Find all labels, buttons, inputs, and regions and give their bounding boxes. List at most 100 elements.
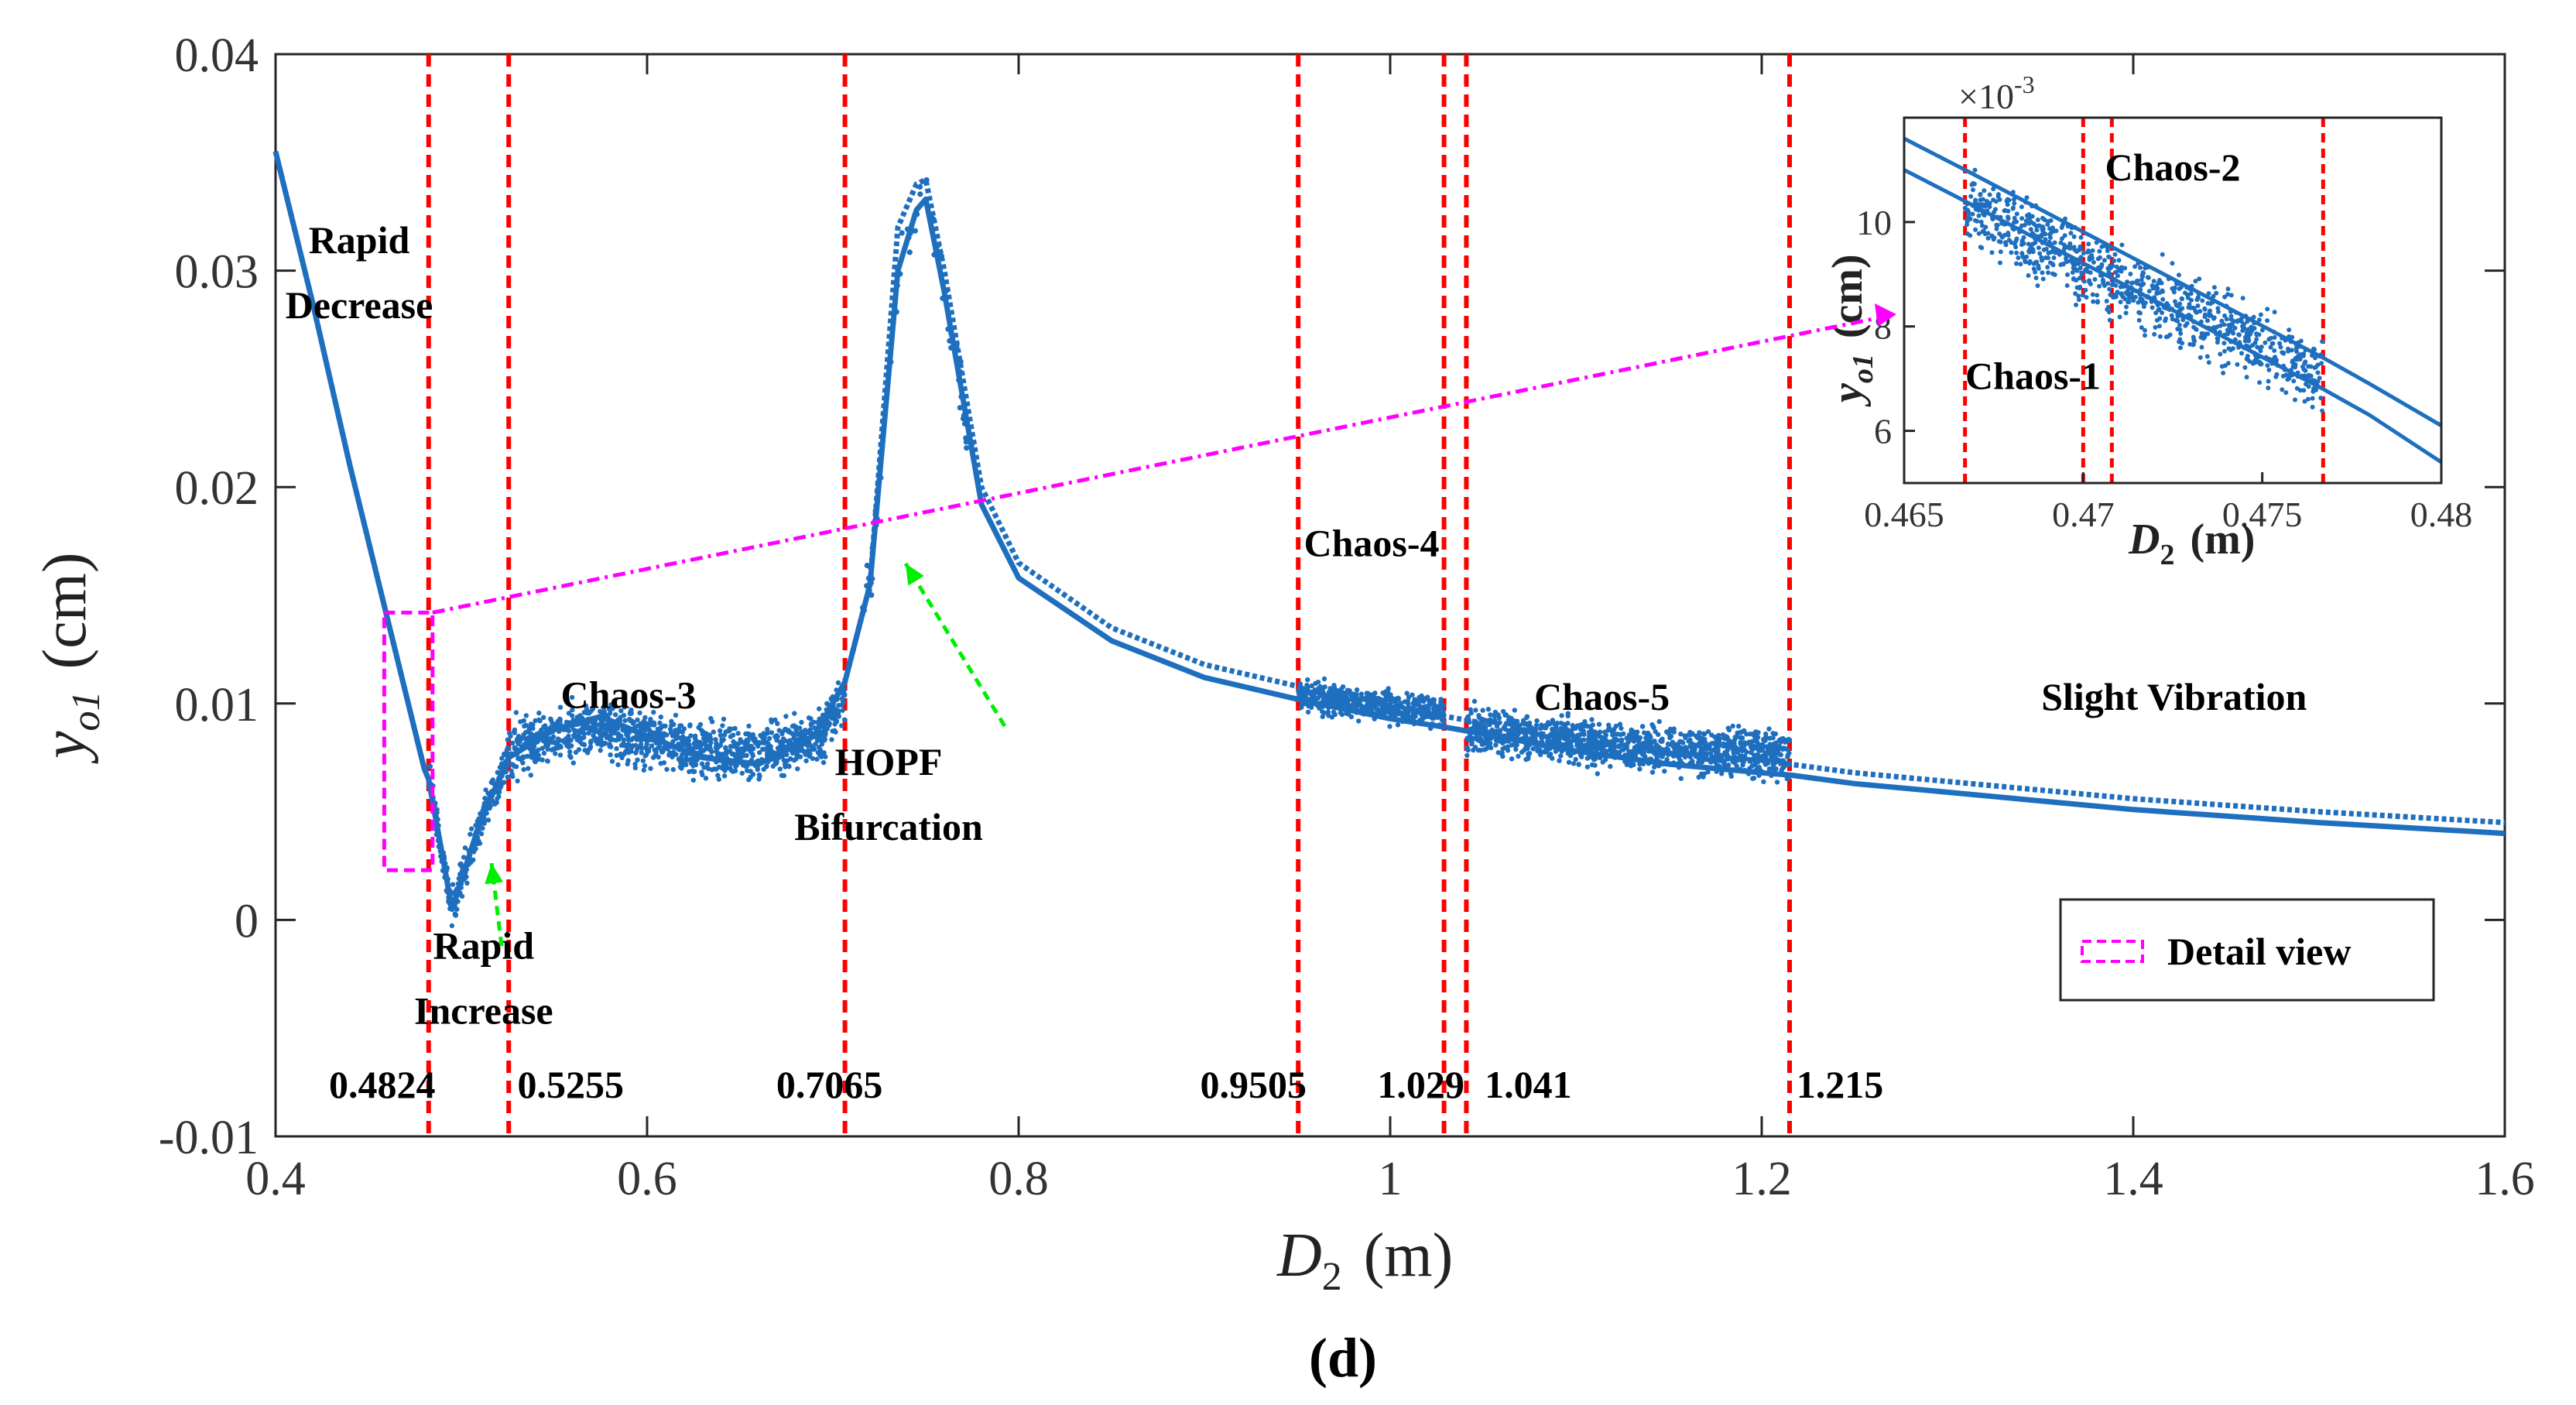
chaos-point [546,728,552,733]
inset-chaos-point [2311,386,2316,391]
inset-chaos-point [2180,306,2185,311]
chaos-point [1636,749,1642,755]
chaos-point [1761,737,1766,742]
chaos-point [615,717,621,723]
chaos-point [1678,732,1684,737]
hopf-point [894,283,900,289]
inset-chaos-point [2211,315,2217,320]
chaos-point [1615,738,1621,743]
inset-chaos-point [1968,233,1973,238]
chaos-point [1318,700,1324,705]
chaos-point [1780,758,1786,763]
hopf-point [906,235,912,241]
chaos-point [1776,757,1781,763]
inset-chaos-point [2122,266,2128,271]
chaos-point [668,730,674,735]
chaos-point [473,830,478,835]
inset-chaos-point [2021,235,2026,240]
chaos-point [1759,747,1766,753]
chaos-point [550,746,556,752]
chaos-point [1393,703,1399,708]
inset-chaos-point [2146,289,2152,294]
chaos-point [1771,762,1776,768]
chaos-point [791,723,796,728]
chaos-point [509,751,514,756]
chaos-point [608,728,614,734]
hopf-point [948,344,954,351]
chaos-point [1751,776,1757,781]
chaos-point [727,759,733,764]
chaos-point [775,721,780,726]
chaos-point [823,754,828,759]
chaos-point [759,756,765,762]
chaos-point [1339,711,1345,718]
chaos-point [513,710,519,715]
chaos-point [1317,705,1322,711]
inset-chaos-point [2305,396,2311,402]
chaos-point [755,762,760,767]
chaos-point [1691,743,1697,749]
chaos-point [1755,752,1761,757]
chaos-point [621,737,627,742]
chaos-point [707,746,714,752]
chaos-point [643,733,649,738]
chaos-point [540,745,545,751]
chaos-point [781,757,786,763]
chaos-point [536,710,542,716]
hopf-point [940,295,946,301]
chaos-point [632,765,638,771]
inset-chaos-point [2191,334,2196,340]
chaos-point [487,805,492,811]
chaos-point [608,702,614,708]
chaos-point [1308,704,1314,709]
inset-chaos-point [2150,283,2155,288]
inset-chaos-point [1978,219,1984,224]
inset-chaos-point [2019,204,2024,210]
inset-chaos-point [2285,377,2290,382]
chaos-point [660,749,666,754]
inset-chaos-point [2215,340,2220,345]
chaos-point [622,718,628,724]
chaos-point [642,763,648,769]
chaos-point [835,708,841,714]
chaos-point [1606,722,1612,728]
chaos-point [1728,773,1734,779]
chaos-point [1299,704,1304,710]
chaos-point [1666,749,1672,755]
inset-chaos-point [2083,287,2088,293]
chaos-point [1538,752,1543,758]
inset-chaos-point [1979,245,1985,251]
inset-chaos-point [2138,298,2143,303]
inset-chaos-point [2109,283,2115,288]
inset-chaos-point [2268,344,2273,350]
chaos-point [1584,724,1591,729]
chaos-point [526,766,531,771]
inset-chaos-point [2136,310,2142,315]
chaos-point [1676,755,1682,760]
inset-chaos-point [2051,255,2057,260]
chaos-point [508,733,513,739]
chaos-point [648,716,653,722]
chaos-point [658,761,663,766]
chaos-point [1687,750,1693,756]
inset-chaos-point [2058,262,2064,267]
inset-chaos-point [2301,367,2307,372]
inset-chaos-point [2041,247,2047,252]
chaos-point [506,745,512,751]
chaos-point [1767,742,1773,747]
chaos-point [1422,696,1427,701]
inset-chaos-point [2088,270,2093,276]
chaos-point [601,730,608,735]
inset-chaos-point [2030,214,2035,219]
chaos-point [1411,721,1417,727]
inset-chaos-point [2178,331,2184,336]
inset-chaos-point [2173,299,2177,304]
chaos-point [1603,754,1609,759]
chaos-point [795,739,800,745]
chaos-point [459,893,465,900]
chaos-point [512,745,518,752]
chaos-point [1528,735,1534,741]
chaos-point [480,825,485,831]
hopf-point [933,247,940,253]
chaos-point [748,761,754,766]
